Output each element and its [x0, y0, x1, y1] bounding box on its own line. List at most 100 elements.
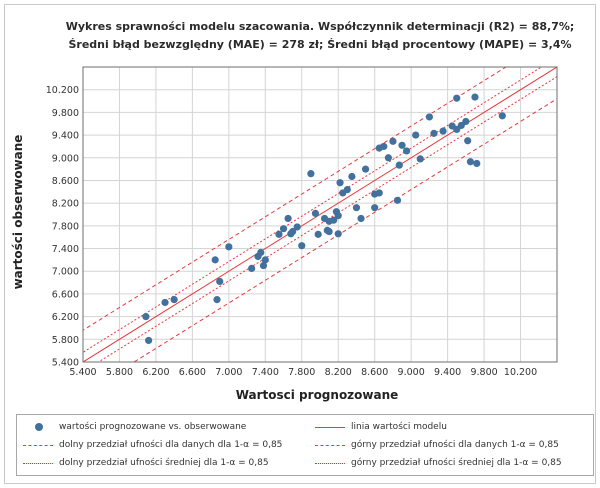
y-tick-label: 7.400 — [52, 244, 79, 255]
data-point — [225, 243, 233, 251]
x-tick-label: 6.600 — [179, 367, 206, 378]
legend-item-lower-conf: dolny przedział ufności średniej dla 1-α… — [23, 456, 269, 470]
data-point — [416, 155, 424, 163]
legend-point-marker — [35, 423, 43, 431]
upper-prediction-interval-line — [83, 67, 507, 331]
y-tick-label: 6.200 — [52, 312, 79, 323]
legend-lower-pred-line — [23, 445, 53, 446]
y-tick-label: 7.800 — [52, 221, 79, 232]
y-tick-label: 6.600 — [52, 289, 79, 300]
data-point — [325, 227, 333, 236]
x-axis-label: Wartosci prognozowane — [236, 388, 399, 402]
data-point — [284, 214, 292, 223]
y-tick-label: 10.200 — [46, 85, 79, 96]
x-tick-label: 8.200 — [325, 367, 352, 378]
x-tick-labels: 5.400 5.800 6.200 6.600 7.000 7.400 7.800 8.200… — [69, 367, 537, 378]
plot-area-border — [82, 66, 558, 363]
legend-label-upper-conf: górny przedział ufności średniej dla 1-α… — [351, 458, 562, 468]
data-point — [398, 141, 406, 149]
lower-prediction-interval-line — [133, 98, 557, 362]
legend-item-upper-pred: górny przedział ufności dla danych 1-α =… — [315, 438, 559, 452]
data-point — [453, 94, 461, 102]
x-tick-label: 7.400 — [252, 367, 279, 378]
chart-title-line1: Wykres sprawności modelu szacowania. Wsp… — [65, 20, 575, 33]
y-tick-label: 8.600 — [52, 176, 79, 187]
x-tick-label: 7.800 — [288, 367, 315, 378]
data-point — [357, 214, 365, 223]
data-point — [161, 298, 169, 307]
legend-model-line — [315, 427, 345, 428]
data-point — [170, 295, 178, 304]
legend-item-lower-pred: dolny przedział ufności dla danych dla 1… — [23, 438, 282, 452]
data-point — [402, 147, 411, 155]
data-point — [216, 277, 224, 286]
data-point — [334, 230, 342, 238]
legend: wartości prognozowane vs. obserwowane li… — [16, 414, 594, 476]
y-axis-label: wartości obserwowane — [11, 135, 25, 290]
chart-title-line2: Średni błąd bezwzględny (MAE) = 278 zł; … — [68, 38, 572, 51]
interval-lines — [83, 67, 557, 362]
x-tick-label: 5.400 — [69, 367, 96, 378]
x-tick-label: 9.800 — [470, 367, 497, 378]
data-point — [330, 216, 338, 224]
x-tick-label: 10.200 — [504, 367, 537, 378]
data-point — [298, 242, 306, 250]
data-point — [307, 170, 315, 178]
y-tick-label: 9.800 — [52, 108, 79, 119]
data-point — [361, 165, 370, 173]
y-tick-label: 7.000 — [52, 267, 79, 278]
data-point — [343, 185, 351, 194]
legend-label-lower-pred: dolny przedział ufności dla danych dla 1… — [59, 440, 283, 450]
data-points — [142, 93, 506, 345]
legend-item-points: wartości prognozowane vs. obserwowane — [23, 420, 246, 434]
legend-lower-conf-line — [23, 463, 53, 464]
data-point — [261, 256, 269, 264]
data-point — [257, 248, 265, 257]
data-point — [248, 264, 256, 272]
data-point — [311, 209, 320, 217]
legend-label-points: wartości prognozowane vs. obserwowane — [59, 422, 247, 432]
data-point — [211, 256, 219, 264]
legend-upper-conf-line — [315, 463, 345, 464]
data-point — [466, 158, 475, 166]
gridlines — [82, 67, 557, 363]
data-point — [142, 313, 150, 321]
data-point — [380, 142, 388, 151]
data-point — [473, 159, 481, 168]
legend-label-model-line: linia wartości modelu — [351, 422, 447, 432]
x-tick-label: 6.200 — [142, 367, 169, 378]
data-point — [371, 204, 379, 212]
y-tick-labels: 10.200 9.800 9.400 9.000 8.600 8.200 7.800 7.40… — [46, 85, 79, 368]
data-point — [314, 230, 322, 238]
legend-label-upper-pred: górny przedział ufności dla danych 1-α =… — [351, 440, 559, 450]
data-point — [430, 129, 438, 137]
y-tick-label: 5.800 — [52, 335, 79, 346]
data-point — [213, 295, 221, 304]
model-value-line — [83, 67, 557, 362]
data-point — [375, 189, 383, 197]
data-point — [384, 154, 392, 162]
x-tick-label: 7.000 — [215, 367, 242, 378]
data-point — [464, 137, 472, 145]
data-point — [498, 112, 506, 120]
data-point — [293, 223, 301, 231]
legend-label-lower-conf: dolny przedział ufności średniej dla 1-α… — [59, 458, 269, 468]
data-point — [462, 117, 470, 126]
data-point — [389, 137, 397, 145]
data-point — [395, 161, 403, 169]
x-tick-label: 9.400 — [434, 367, 461, 378]
lower-confidence-interval-line — [97, 76, 557, 362]
data-point — [471, 93, 479, 101]
y-tick-label: 8.200 — [52, 199, 79, 210]
data-point — [348, 172, 356, 181]
y-tick-label: 9.400 — [52, 131, 79, 142]
data-point — [275, 230, 283, 238]
x-tick-label: 5.800 — [106, 367, 133, 378]
data-point — [439, 127, 447, 135]
data-point — [425, 113, 433, 121]
x-tick-label: 9.000 — [398, 367, 425, 378]
data-point — [412, 131, 420, 139]
data-point — [336, 179, 344, 187]
legend-upper-pred-line — [315, 445, 345, 446]
